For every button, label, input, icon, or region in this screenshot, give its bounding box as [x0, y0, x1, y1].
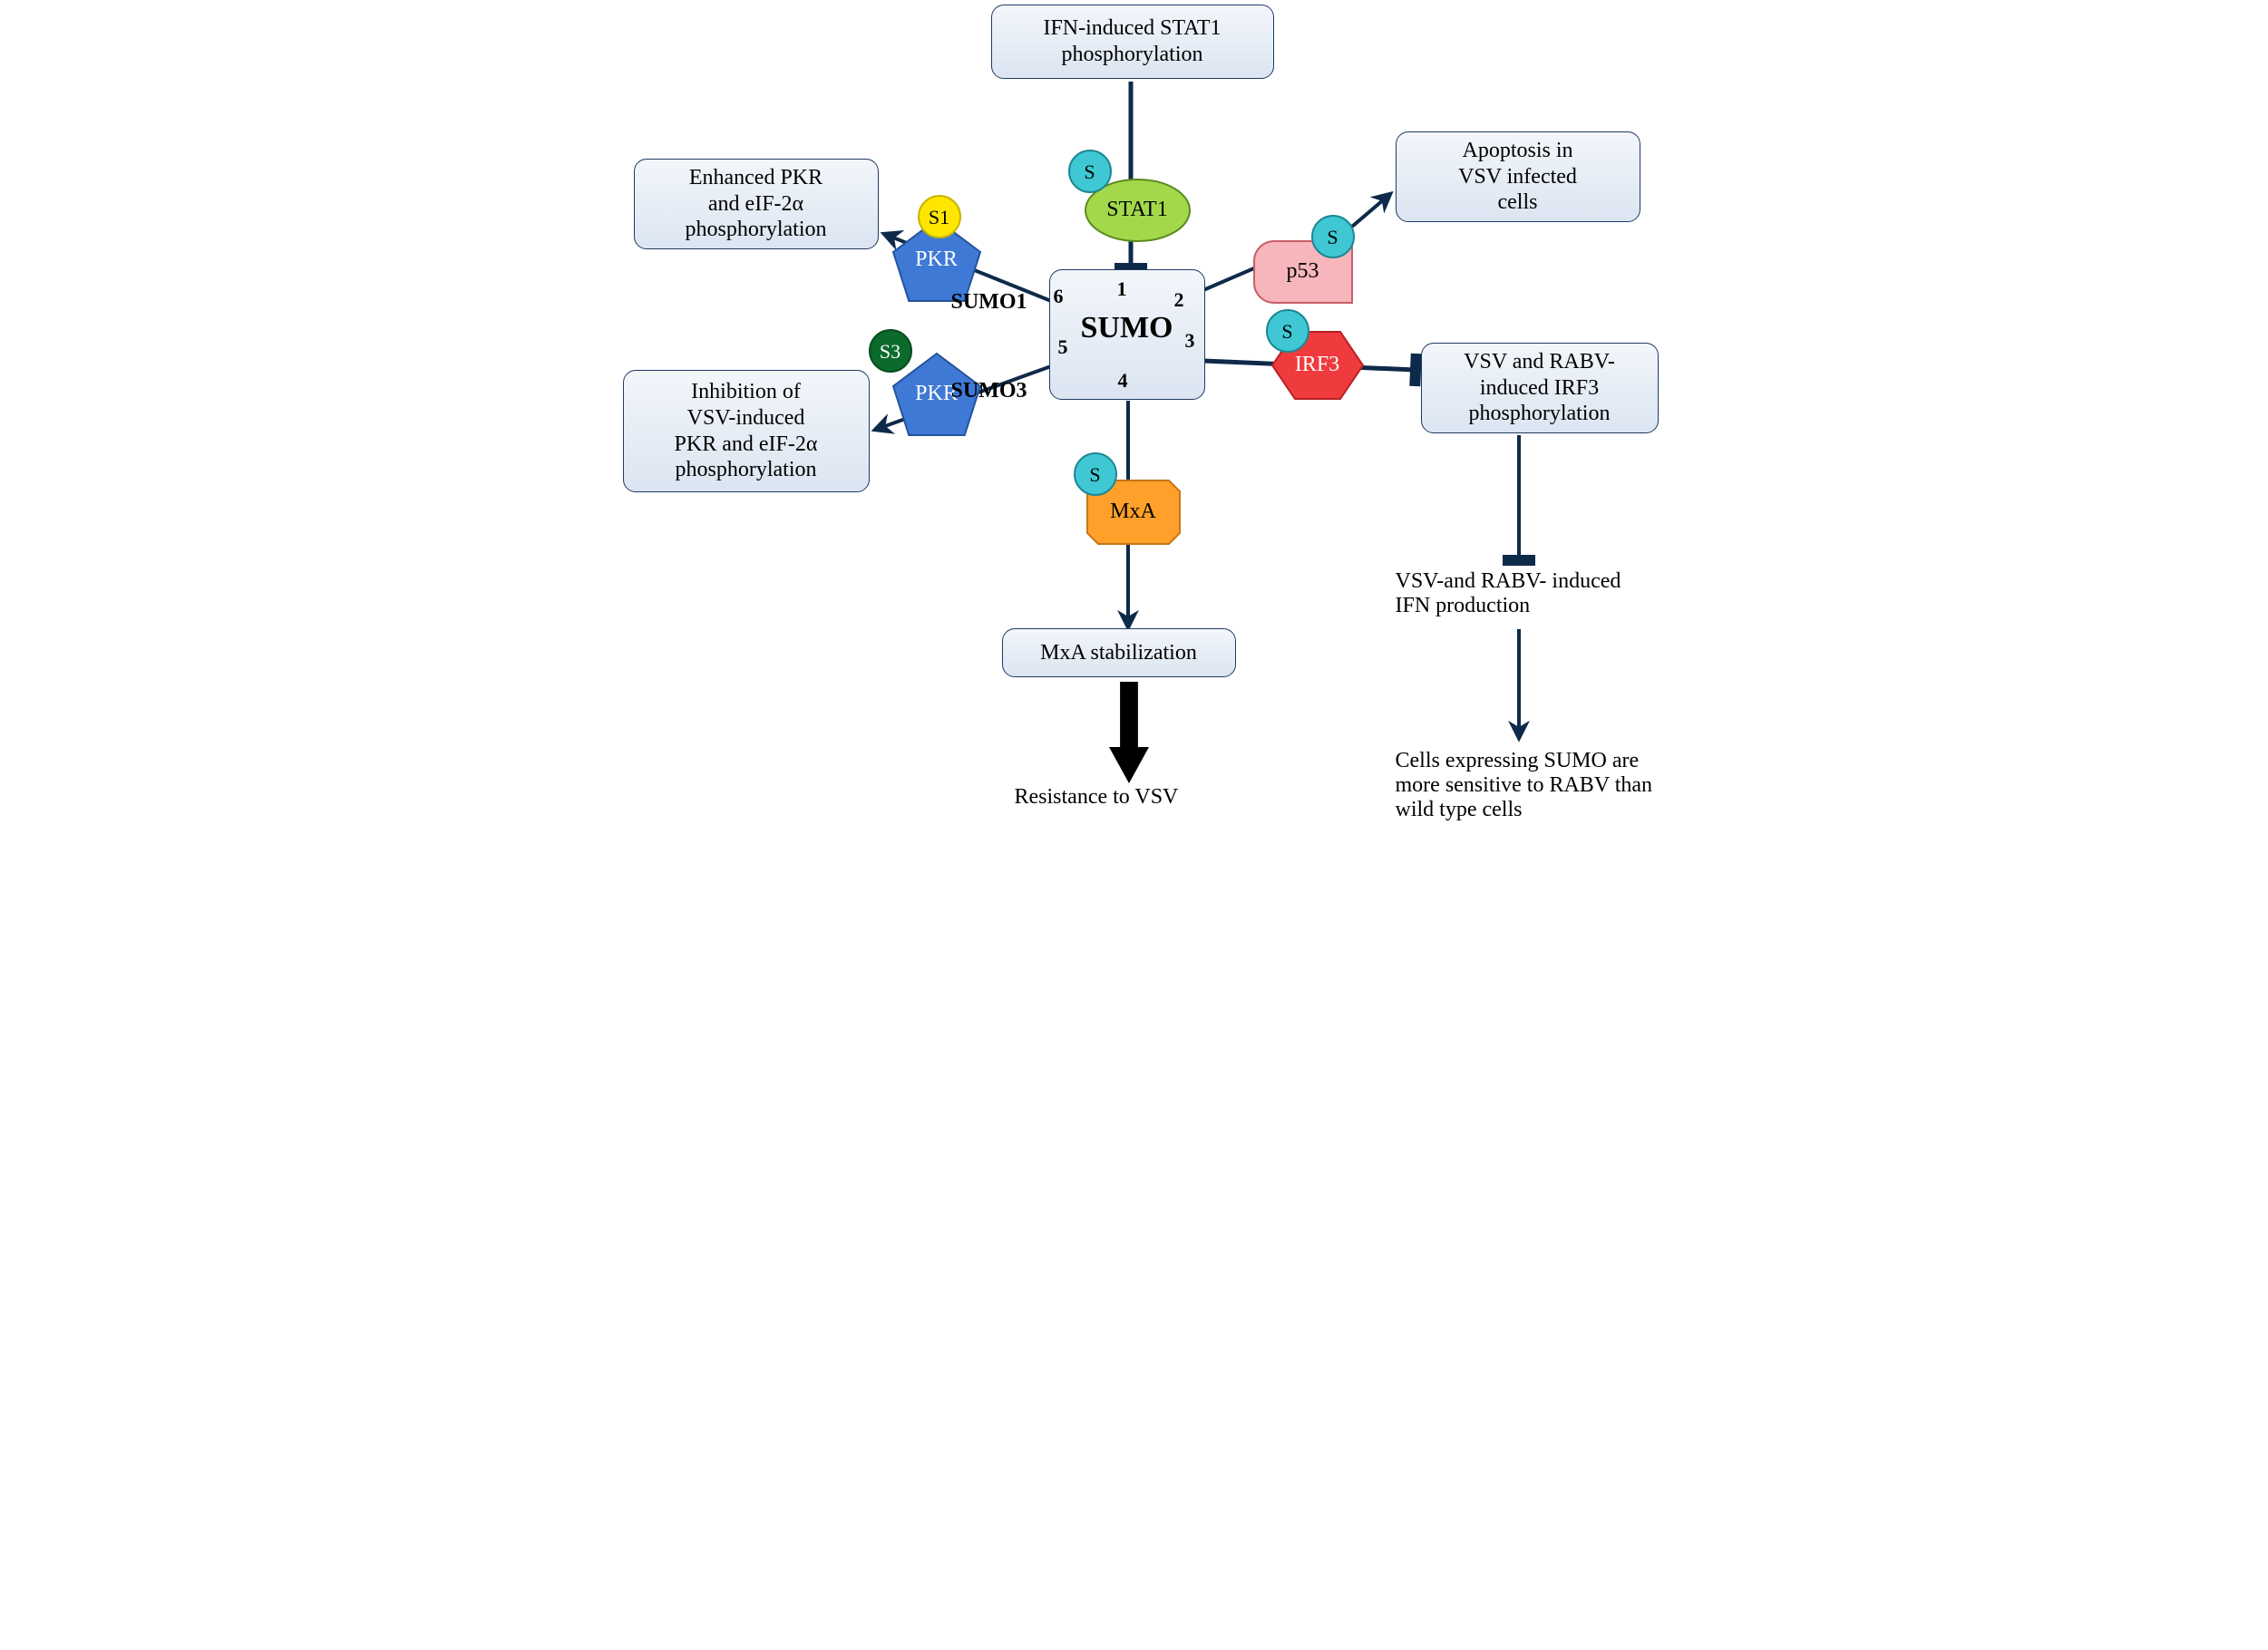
- stage-wrap: IFN-induced STAT1phosphorylation Enhanced…: [0, 0, 2268, 954]
- box-text-irf3_box: VSV and RABV-induced IRF3phosphorylation: [1464, 349, 1615, 427]
- shape-label-stat1: STAT1: [1085, 198, 1190, 222]
- tag-pkr1: S1: [919, 206, 960, 229]
- sumo-idx-5: 5: [1058, 335, 1068, 359]
- tag-irf3: S: [1267, 320, 1309, 344]
- edge-label-sumo3: SUMO3: [951, 379, 1027, 403]
- box-text-pkr_box: Enhanced PKRand eIF-2αphosphorylation: [686, 165, 827, 243]
- box-text-mxa_box: MxA stabilization: [1040, 640, 1197, 666]
- tag-mxa: S: [1075, 463, 1116, 487]
- box-mxa_box: MxA stabilization: [1002, 628, 1236, 677]
- box-pkr2_box: Inhibition ofVSV-inducedPKR and eIF-2αph…: [623, 370, 870, 492]
- shape-label-mxa: MxA: [1087, 500, 1180, 524]
- sumo-idx-2: 2: [1174, 288, 1184, 312]
- sumo-idx-6: 6: [1054, 285, 1064, 308]
- box-apop_box: Apoptosis inVSV infectedcells: [1396, 131, 1640, 222]
- text-ifn_prod: VSV-and RABV- induced IFN production: [1396, 569, 1621, 618]
- box-irf3_box: VSV and RABV-induced IRF3phosphorylation: [1421, 343, 1659, 433]
- diagram-stage: IFN-induced STAT1phosphorylation Enhanced…: [569, 0, 1700, 954]
- box-text-pkr2_box: Inhibition ofVSV-inducedPKR and eIF-2αph…: [675, 379, 818, 483]
- edge-label-sumo1: SUMO1: [951, 290, 1027, 315]
- tag-pkr2: S3: [870, 340, 911, 364]
- box-text-stat1_box: IFN-induced STAT1phosphorylation: [1043, 15, 1221, 68]
- tag-stat1: S: [1069, 160, 1111, 184]
- shape-label-pkr1: PKR: [893, 248, 980, 272]
- tag-p53: S: [1312, 226, 1354, 249]
- sumo-center-label: SUMO: [1049, 311, 1205, 345]
- sumo-idx-1: 1: [1117, 277, 1127, 301]
- box-pkr_box: Enhanced PKRand eIF-2αphosphorylation: [634, 159, 879, 249]
- shape-label-p53: p53: [1254, 259, 1352, 284]
- text-resist_vsv: Resistance to VSV: [1015, 785, 1179, 810]
- box-stat1_box: IFN-induced STAT1phosphorylation: [991, 5, 1274, 79]
- sumo-idx-3: 3: [1185, 329, 1195, 353]
- sumo-idx-4: 4: [1118, 369, 1128, 393]
- text-sensitive: Cells expressing SUMO are more sensitive…: [1396, 749, 1653, 822]
- box-text-apop_box: Apoptosis inVSV infectedcells: [1458, 138, 1577, 216]
- shape-label-irf3: IRF3: [1272, 353, 1363, 377]
